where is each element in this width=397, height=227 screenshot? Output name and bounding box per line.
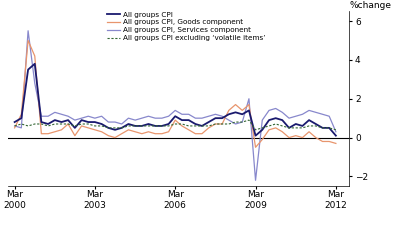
Y-axis label: %change: %change (349, 1, 391, 10)
Legend: All groups CPI, All groups CPI, Goods component, All groups CPI, Services compon: All groups CPI, All groups CPI, Goods co… (107, 12, 266, 41)
